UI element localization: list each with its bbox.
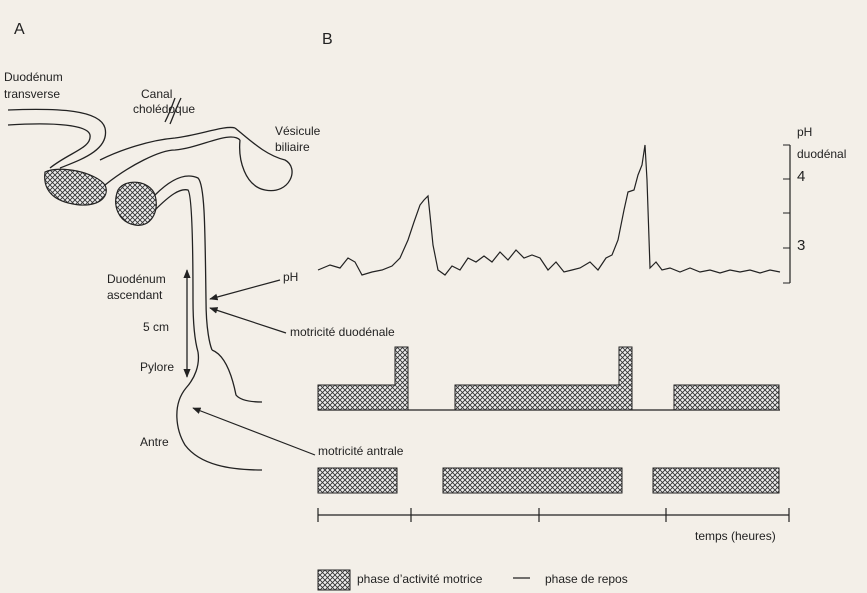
label: Canal [141,87,172,101]
antral-motility [318,468,779,493]
label: Pylore [140,360,174,374]
legend-label: phase de repos [545,572,628,586]
axis-title: pH [797,125,812,139]
figure: A B Duodénum transverse Canal cholédoque… [0,0,867,593]
axis-title: duodénal [797,147,846,161]
label: transverse [4,87,60,101]
axis-title: temps (heures) [695,529,776,543]
label: cholédoque [133,102,195,116]
label: ascendant [107,288,163,302]
label: Antre [140,435,169,449]
legend-swatch [318,570,350,590]
label: Duodénum [107,272,166,286]
legend-label: phase d’activité motrice [357,572,483,586]
label: Duodénum [4,70,63,84]
panel-label: B [322,31,333,48]
label: 5 cm [143,320,169,334]
label: motricité duodénale [290,325,395,339]
label: biliaire [275,140,310,154]
label: motricité antrale [318,444,404,458]
label: Vésicule [275,124,321,138]
panel-label: A [14,21,25,38]
tick-label: 4 [797,168,805,185]
label: pH [283,270,298,284]
tick-label: 3 [797,237,805,254]
